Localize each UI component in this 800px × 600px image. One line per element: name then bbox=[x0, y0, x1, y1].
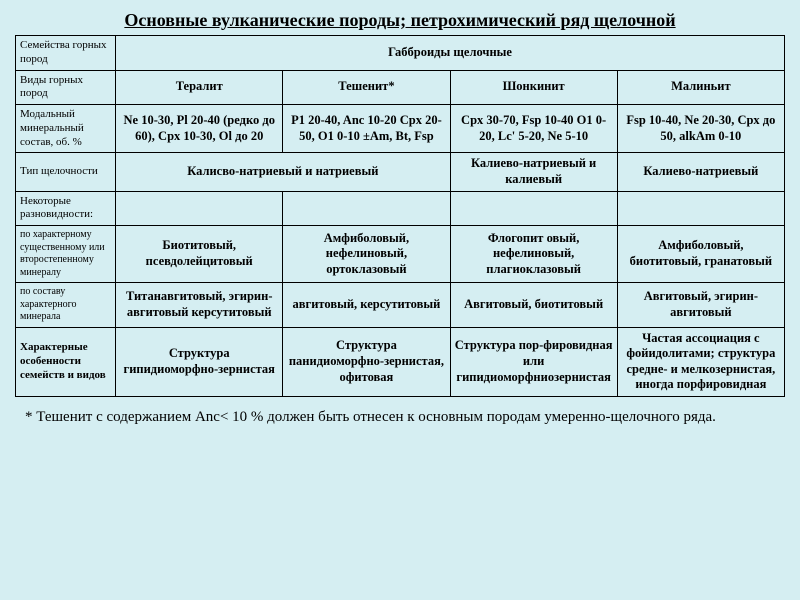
rock-classification-table: Семейства горных пород Габброиды щелочны… bbox=[15, 35, 785, 397]
features-cell: Структура гипидиоморфно-зернистая bbox=[116, 327, 283, 397]
footnote: * Тешенит с содержанием Anc< 10 % должен… bbox=[15, 409, 785, 426]
features-cell: Частая ассоциация с фойидолитами; структ… bbox=[617, 327, 784, 397]
row-label-charmin: по характерному существенному или второс… bbox=[16, 226, 116, 283]
compmin-cell: Авгитовый, эгирин-авгитовый bbox=[617, 283, 784, 328]
compmin-cell: Авгитовый, биотитовый bbox=[450, 283, 617, 328]
table-row: по составу характерного минерала Титанав… bbox=[16, 283, 785, 328]
page-title: Основные вулканические породы; петрохими… bbox=[15, 10, 785, 31]
empty-cell bbox=[617, 191, 784, 226]
alk-cell: Калиево-натриевый bbox=[617, 153, 784, 191]
row-label-features: Характерные особенности семейств и видов bbox=[16, 327, 116, 397]
row-label-compmin: по составу характерного минерала bbox=[16, 283, 116, 328]
table-row: Виды горных пород Тералит Тешенит* Шонки… bbox=[16, 70, 785, 105]
row-label-family: Семейства горных пород bbox=[16, 36, 116, 71]
table-row: Тип щелочности Калисво-натриевый и натри… bbox=[16, 153, 785, 191]
charmin-cell: Биотитовый, псевдолейцитовый bbox=[116, 226, 283, 283]
table-row: по характерному существенному или второс… bbox=[16, 226, 785, 283]
row-label-types: Виды горных пород bbox=[16, 70, 116, 105]
alk-cell: Калиево-натриевый и калиевый bbox=[450, 153, 617, 191]
empty-cell bbox=[450, 191, 617, 226]
table-row: Характерные особенности семейств и видов… bbox=[16, 327, 785, 397]
table-row: Семейства горных пород Габброиды щелочны… bbox=[16, 36, 785, 71]
empty-cell bbox=[283, 191, 450, 226]
alk-cell: Калисво-натриевый и натриевый bbox=[116, 153, 450, 191]
charmin-cell: Флогопит овый, нефелиновый, плагиоклазов… bbox=[450, 226, 617, 283]
type-cell: Тешенит* bbox=[283, 70, 450, 105]
features-cell: Структура пор-фировидная или гипидиоморф… bbox=[450, 327, 617, 397]
compmin-cell: авгитовый, керсутитовый bbox=[283, 283, 450, 328]
slide-page: Основные вулканические породы; петрохими… bbox=[0, 0, 800, 600]
table-row: Некоторые разновидности: bbox=[16, 191, 785, 226]
modal-cell: Fsp 10-40, Ne 20-30, Cpx до 50, alkAm 0-… bbox=[617, 105, 784, 153]
charmin-cell: Амфиболовый, биотитовый, гранатовый bbox=[617, 226, 784, 283]
modal-cell: P1 20-40, Anc 10-20 Cpx 20-50, O1 0-10 ±… bbox=[283, 105, 450, 153]
modal-cell: Cpx 30-70, Fsp 10-40 O1 0-20, Lc' 5-20, … bbox=[450, 105, 617, 153]
charmin-cell: Амфиболовый, нефелиновый, ортоклазовый bbox=[283, 226, 450, 283]
type-cell: Малиньит bbox=[617, 70, 784, 105]
row-label-varieties: Некоторые разновидности: bbox=[16, 191, 116, 226]
row-label-modal: Модальный минеральный состав, об. % bbox=[16, 105, 116, 153]
type-cell: Тералит bbox=[116, 70, 283, 105]
compmin-cell: Титанавгитовый, эгирин-авгитовый керсути… bbox=[116, 283, 283, 328]
features-cell: Структура панидиоморфно-зернистая, офито… bbox=[283, 327, 450, 397]
table-row: Модальный минеральный состав, об. % Ne 1… bbox=[16, 105, 785, 153]
family-value: Габброиды щелочные bbox=[116, 36, 785, 71]
empty-cell bbox=[116, 191, 283, 226]
type-cell: Шонкинит bbox=[450, 70, 617, 105]
row-label-alk: Тип щелочности bbox=[16, 153, 116, 191]
modal-cell: Ne 10-30, Pl 20-40 (редко до 60), Cpx 10… bbox=[116, 105, 283, 153]
